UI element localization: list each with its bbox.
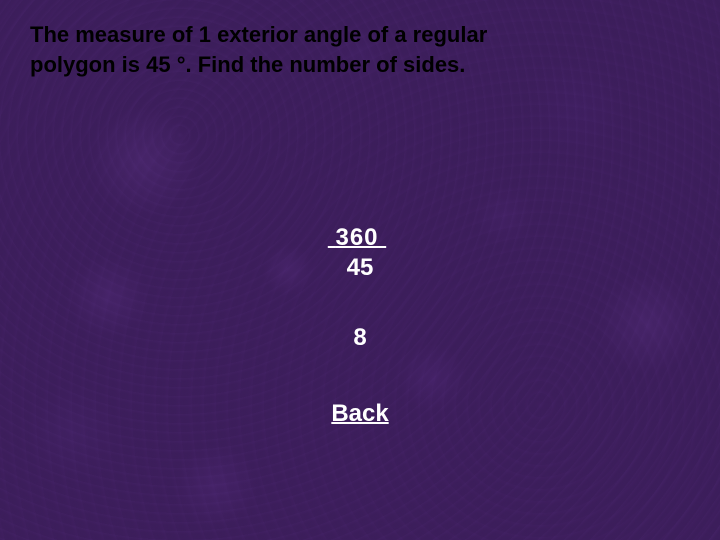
question-text: The measure of 1 exterior angle of a reg… bbox=[0, 0, 720, 79]
back-button[interactable]: Back bbox=[0, 400, 720, 428]
question-line-2: polygon is 45 °. Find the number of side… bbox=[30, 52, 465, 77]
question-line-1: The measure of 1 exterior angle of a reg… bbox=[30, 22, 487, 47]
fraction-denominator: 45 bbox=[0, 254, 720, 282]
fraction: 360 45 bbox=[0, 224, 720, 282]
answer-value: 8 bbox=[0, 324, 720, 352]
fraction-numerator: 360 bbox=[0, 224, 720, 252]
